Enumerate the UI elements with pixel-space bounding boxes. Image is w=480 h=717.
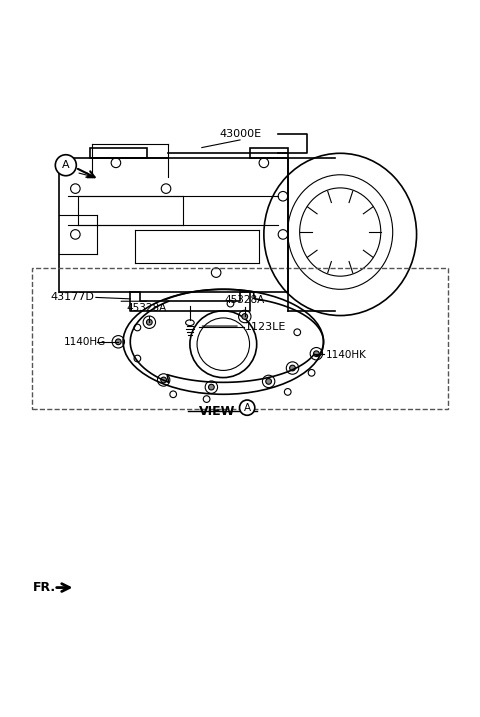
Circle shape xyxy=(266,379,272,384)
Circle shape xyxy=(208,384,214,390)
Text: A: A xyxy=(62,160,70,170)
Text: 45328A: 45328A xyxy=(225,295,265,305)
Text: 1123LE: 1123LE xyxy=(245,323,286,333)
Circle shape xyxy=(55,155,76,176)
Text: VIEW: VIEW xyxy=(199,405,235,418)
Circle shape xyxy=(116,339,121,345)
Text: 45328A: 45328A xyxy=(127,303,167,313)
Circle shape xyxy=(240,400,255,415)
Text: 1140HK: 1140HK xyxy=(326,350,367,360)
Circle shape xyxy=(313,351,319,356)
Circle shape xyxy=(242,313,248,319)
Text: A: A xyxy=(243,403,251,413)
Text: 43177D: 43177D xyxy=(50,293,95,303)
Circle shape xyxy=(289,365,295,371)
Text: 43000E: 43000E xyxy=(219,129,261,139)
Text: 1140HG: 1140HG xyxy=(63,337,106,347)
Text: FR.: FR. xyxy=(33,581,56,594)
Circle shape xyxy=(161,377,167,383)
Circle shape xyxy=(146,319,152,325)
